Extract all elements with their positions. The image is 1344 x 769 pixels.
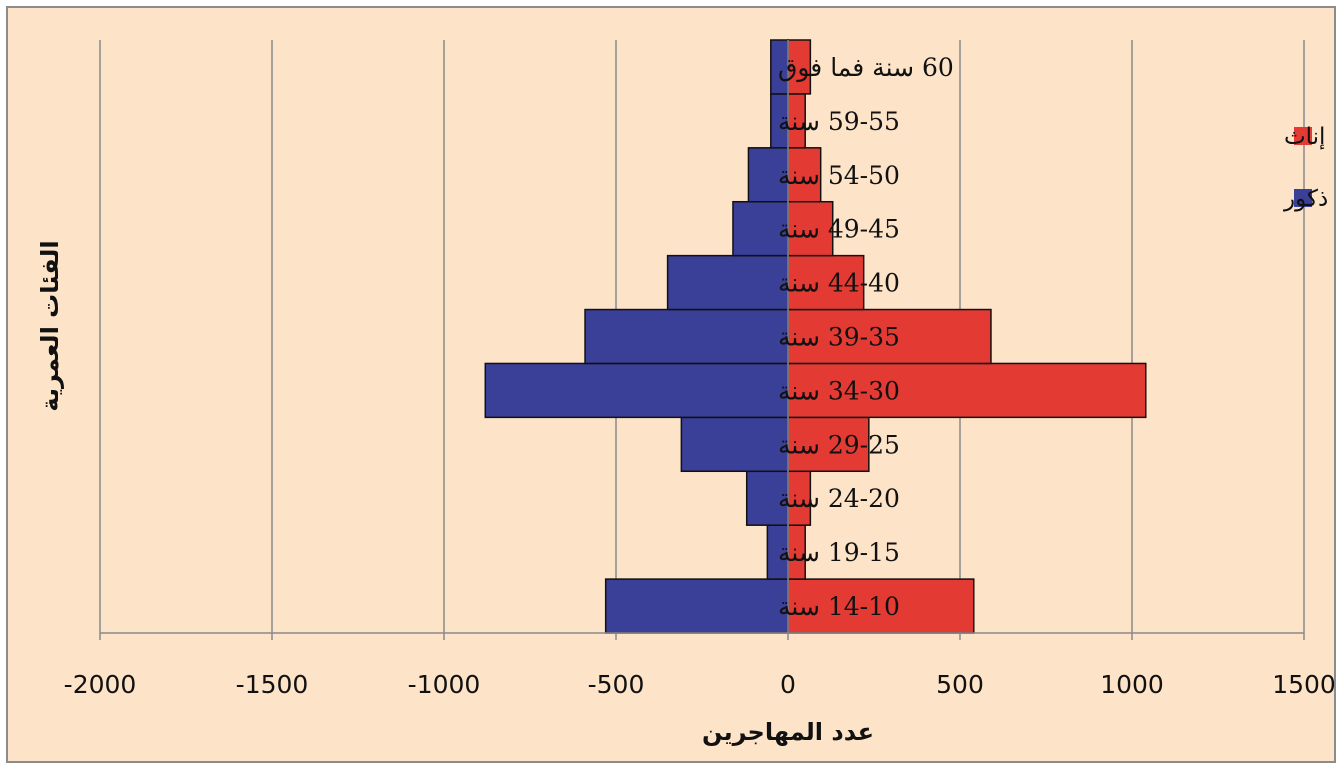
legend-swatch-females xyxy=(1294,127,1312,145)
bar-females-5 xyxy=(787,308,992,365)
bars xyxy=(484,39,1147,634)
x-tick-label-7: 1500 xyxy=(1272,670,1336,699)
legend-label-females: إناث xyxy=(1284,124,1325,150)
axes xyxy=(99,40,1305,640)
category-labels: 14-10 سنة 19-15 سنة 24-20 سنة 29-25 سنة 34-3… xyxy=(778,53,954,621)
bar-females-7 xyxy=(787,200,834,257)
category-label-9: 59-55 سنة xyxy=(778,107,900,136)
x-tick-label-6: 1000 xyxy=(1100,670,1164,699)
category-label-4: 34-30 سنة xyxy=(778,376,900,405)
x-tick-labels: -2000 -1500 -1000 -500 0 500 1000 1500 xyxy=(64,670,1336,699)
bar-males-7 xyxy=(732,200,789,257)
bar-females-0 xyxy=(787,578,975,634)
bar-females-8 xyxy=(787,147,822,203)
chart-frame: 14-10 سنة 19-15 سنة 24-20 سنة 29-25 سنة 34-3… xyxy=(6,6,1336,763)
category-label-7: 49-45 سنة xyxy=(778,215,900,244)
x-tick-label-5: 500 xyxy=(936,670,984,699)
bar-females-4 xyxy=(787,362,1147,419)
y-axis-title: الفئات العمرية xyxy=(36,240,64,411)
x-axis-title: عدد المهاجرين xyxy=(702,718,874,746)
x-tick-label-3: -500 xyxy=(588,670,645,699)
bar-males-0 xyxy=(604,578,789,634)
category-label-3: 29-25 سنة xyxy=(778,430,900,459)
category-label-1: 19-15 سنة xyxy=(778,538,900,567)
bar-males-8 xyxy=(747,147,789,203)
population-pyramid-chart: 14-10 سنة 19-15 سنة 24-20 سنة 29-25 سنة 34-3… xyxy=(36,39,1336,746)
x-tick-label-1: -1500 xyxy=(236,670,309,699)
category-label-0: 14-10 سنة xyxy=(778,592,900,621)
category-label-6: 44-40 سنة xyxy=(778,269,900,298)
x-tick-label-4: 0 xyxy=(780,670,796,699)
x-tick-label-2: -1000 xyxy=(408,670,481,699)
legend: إناث ذكور xyxy=(1283,124,1328,212)
bar-males-4 xyxy=(484,362,789,419)
category-label-5: 39-35 سنة xyxy=(778,323,900,352)
legend-label-males: ذكور xyxy=(1283,186,1328,212)
x-tick-label-0: -2000 xyxy=(64,670,137,699)
bar-males-3 xyxy=(680,416,789,473)
bar-females-6 xyxy=(787,254,865,311)
category-label-2: 24-20 سنة xyxy=(778,484,900,513)
legend-swatch-males xyxy=(1294,189,1312,207)
bar-males-6 xyxy=(666,254,789,311)
category-label-8: 54-50 سنة xyxy=(778,161,900,190)
bar-males-5 xyxy=(584,308,789,365)
category-label-10: 60 سنة فما فوق xyxy=(778,53,954,83)
